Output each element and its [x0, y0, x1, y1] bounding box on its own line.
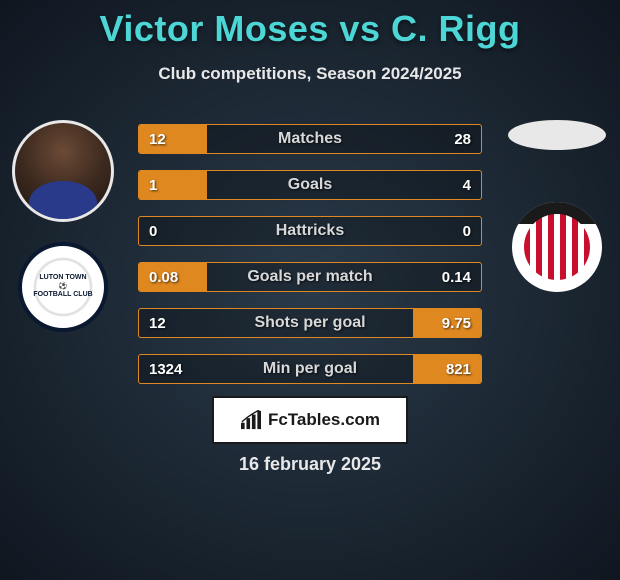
stat-label: Min per goal	[139, 360, 481, 378]
stat-row: 14Goals	[138, 170, 482, 200]
club-badge-text-bottom: FOOTBALL CLUB	[33, 291, 92, 298]
club-badge-right	[512, 202, 602, 292]
player-left-photo	[12, 120, 114, 222]
page-title: Victor Moses vs C. Rigg	[0, 0, 620, 50]
stat-label: Hattricks	[139, 222, 481, 240]
stat-row: 0.080.14Goals per match	[138, 262, 482, 292]
stat-row: 1324821Min per goal	[138, 354, 482, 384]
right-player-column	[502, 120, 612, 292]
stat-label: Matches	[139, 130, 481, 148]
brand-box: FcTables.com	[212, 396, 408, 444]
club-badge-text-top: LUTON TOWN	[39, 274, 86, 281]
stat-row: 1228Matches	[138, 124, 482, 154]
stat-row: 00Hattricks	[138, 216, 482, 246]
footer-date: 16 february 2025	[0, 454, 620, 475]
club-badge-left-label: LUTON TOWN⚽ FOOTBALL CLUB	[33, 274, 92, 299]
brand-chart-icon	[240, 410, 262, 430]
stat-label: Goals per match	[139, 268, 481, 286]
club-badge-left: LUTON TOWN⚽ FOOTBALL CLUB	[18, 242, 108, 332]
stat-label: Shots per goal	[139, 314, 481, 332]
player-right-photo	[508, 120, 606, 150]
brand-text: FcTables.com	[268, 410, 380, 430]
stat-row: 129.75Shots per goal	[138, 308, 482, 338]
page-subtitle: Club competitions, Season 2024/2025	[0, 64, 620, 84]
comparison-bars: 1228Matches 14Goals 00Hattricks 0.080.14Goa…	[138, 124, 482, 400]
stat-label: Goals	[139, 176, 481, 194]
left-player-column: LUTON TOWN⚽ FOOTBALL CLUB	[8, 120, 118, 332]
club-badge-right-stripes	[524, 214, 590, 280]
